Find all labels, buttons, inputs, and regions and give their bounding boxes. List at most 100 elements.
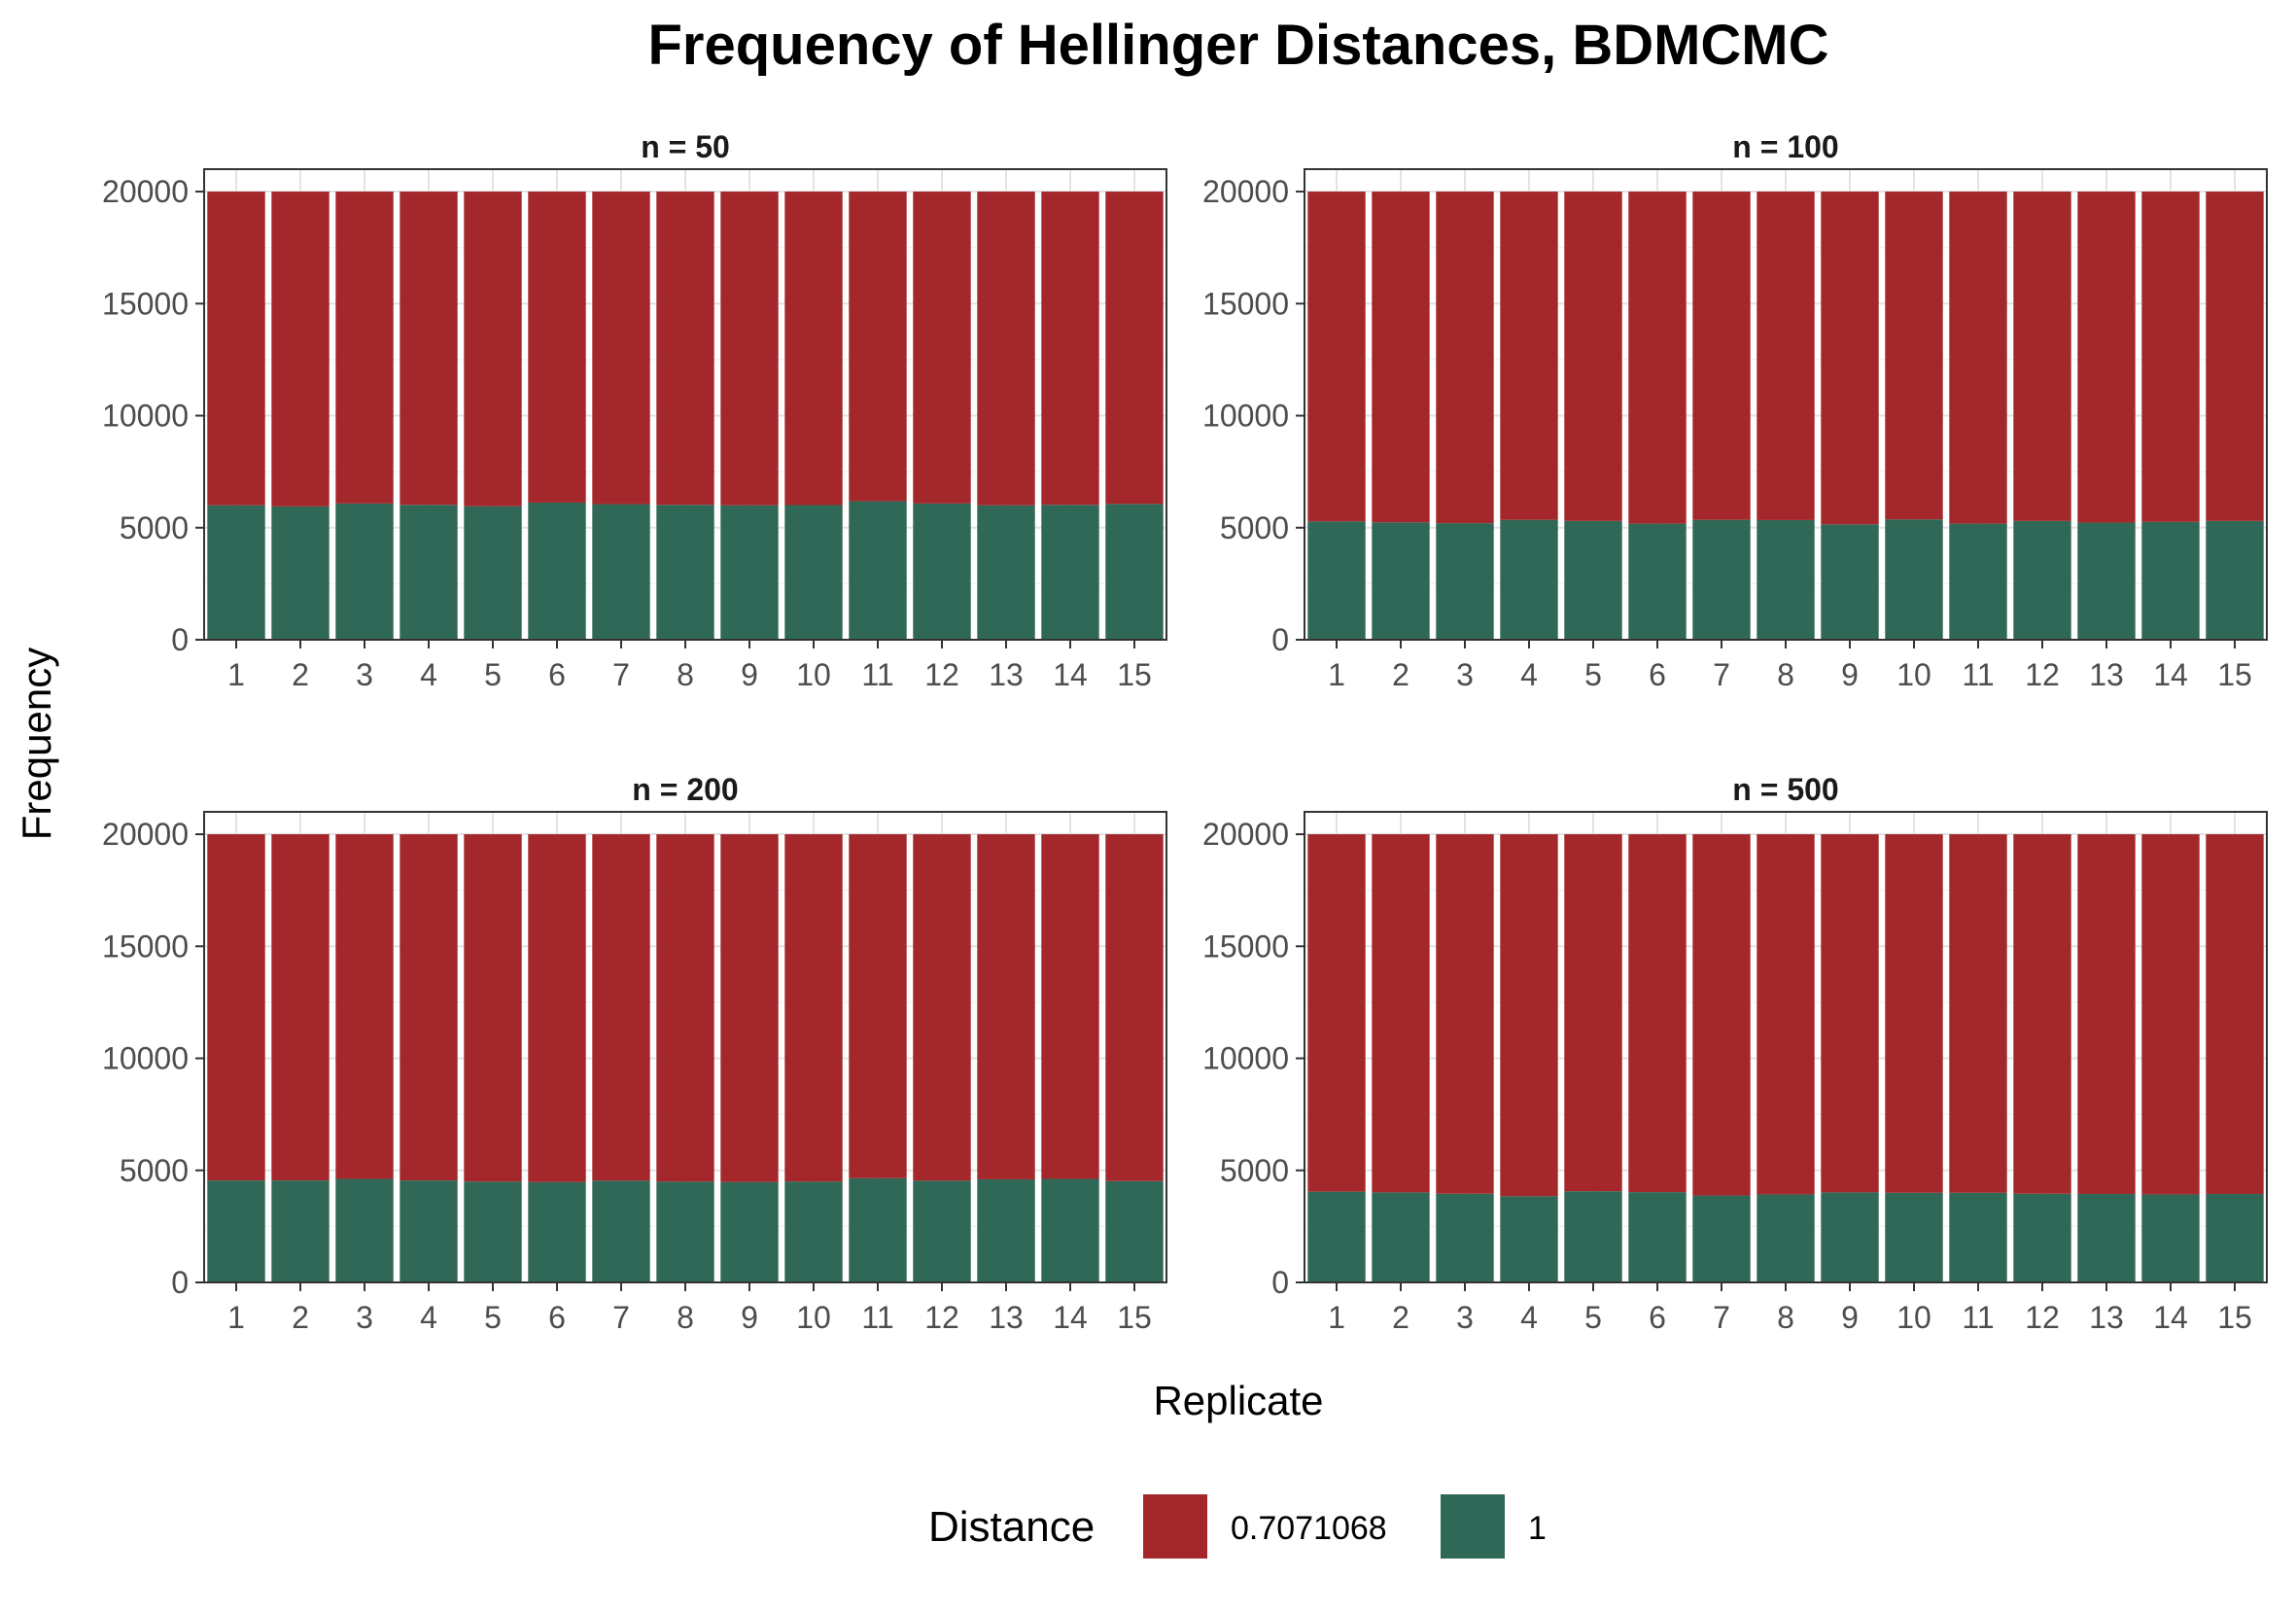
x-tick-label: 9 (1841, 1300, 1859, 1335)
x-tick-label: 5 (484, 657, 502, 692)
bar-segment (849, 192, 907, 502)
bar-segment (2077, 834, 2136, 1194)
y-axis-label: Frequency (14, 648, 59, 840)
legend-entry: 0.7071068 (1143, 1494, 1387, 1559)
bar-segment (913, 503, 971, 640)
bar-segment (400, 505, 458, 640)
bar-segment (1041, 834, 1099, 1179)
bar-segment (849, 834, 907, 1178)
bar-segment (528, 502, 586, 640)
x-tick-label: 10 (796, 1300, 831, 1335)
y-tick-label: 5000 (1220, 510, 1289, 545)
panel-title: n = 200 (632, 772, 738, 807)
bar-segment (1628, 523, 1687, 640)
x-tick-label: 3 (1456, 1300, 1474, 1335)
chart-title: Frequency of Hellinger Distances, BDMCMC (648, 14, 1829, 77)
bar-segment (977, 834, 1035, 1179)
x-tick-label: 12 (924, 1300, 959, 1335)
x-tick-label: 12 (2025, 1300, 2060, 1335)
x-tick-label: 11 (861, 1300, 893, 1335)
y-tick-label: 0 (1271, 622, 1289, 657)
bar-segment (1949, 523, 2007, 640)
bar-segment (464, 834, 522, 1182)
bar-segment (1307, 1191, 1366, 1282)
bar-segment (2206, 1193, 2264, 1282)
bar-segment (1628, 834, 1687, 1193)
bar-segment (528, 834, 586, 1182)
bar-segment (1628, 1192, 1687, 1282)
legend: Distance 0.7071068 1 (928, 1494, 1547, 1559)
bar-segment (1372, 834, 1430, 1193)
x-tick-label: 5 (1584, 1300, 1602, 1335)
x-tick-label: 3 (356, 657, 373, 692)
x-tick-label: 10 (1896, 1300, 1931, 1335)
panel-title: n = 500 (1732, 772, 1838, 807)
bar-segment (977, 505, 1035, 640)
bar-segment (592, 1180, 650, 1282)
y-tick-label: 10000 (102, 399, 189, 434)
x-tick-label: 13 (2089, 657, 2124, 692)
x-tick-label: 4 (420, 1300, 437, 1335)
bar-segment (1564, 1191, 1622, 1282)
x-tick-label: 9 (741, 1300, 758, 1335)
bar-segment (207, 834, 265, 1181)
x-tick-label: 13 (989, 1300, 1024, 1335)
bar-segment (1105, 834, 1164, 1181)
x-tick-label: 14 (2153, 657, 2188, 692)
bar-segment (2013, 192, 2071, 521)
bar-segment (1949, 1192, 2007, 1282)
bar-segment (2206, 520, 2264, 640)
x-tick-label: 9 (1841, 657, 1859, 692)
x-tick-label: 2 (292, 657, 309, 692)
bar-segment (271, 192, 330, 507)
bar-segment (1885, 834, 1943, 1193)
x-tick-label: 15 (1117, 657, 1152, 692)
bar-segment (1757, 834, 1815, 1195)
bar-segment (271, 506, 330, 640)
bar-segment (592, 192, 650, 505)
bar-segment (1041, 505, 1099, 640)
bar-segment (1564, 520, 1622, 640)
bar-segment (1757, 192, 1815, 520)
bar-segment (271, 834, 330, 1181)
bar-segment (400, 192, 458, 506)
bar-segment (1500, 1196, 1558, 1282)
x-tick-label: 5 (1584, 657, 1602, 692)
legend-label: 0.7071068 (1231, 1510, 1387, 1547)
y-tick-label: 15000 (102, 929, 189, 964)
bar-segment (1436, 1193, 1494, 1282)
bar-segment (1564, 834, 1622, 1192)
bar-segment (207, 505, 265, 640)
bar-segment (1821, 192, 1879, 525)
y-tick-label: 0 (171, 1265, 189, 1300)
bar-segment (1105, 192, 1164, 505)
bar-segment (1500, 519, 1558, 640)
x-tick-label: 1 (227, 1300, 245, 1335)
x-tick-label: 15 (2217, 1300, 2252, 1335)
panel-title: n = 100 (1732, 129, 1838, 164)
x-tick-label: 13 (989, 657, 1024, 692)
bar-segment (720, 1181, 779, 1282)
bar-segment (400, 834, 458, 1181)
bar-segment (2141, 1194, 2200, 1282)
bar-segment (207, 192, 265, 506)
bar-segment (1757, 519, 1815, 640)
bar-segment (1041, 192, 1099, 506)
bar-segment (913, 192, 971, 504)
x-tick-label: 12 (2025, 657, 2060, 692)
x-tick-label: 11 (1962, 1300, 1994, 1335)
bar-segment (2013, 1193, 2071, 1282)
x-tick-label: 2 (1392, 657, 1409, 692)
y-tick-label: 20000 (102, 817, 189, 852)
legend-entries: 0.7071068 1 (1143, 1494, 1547, 1559)
bar-segment (528, 192, 586, 503)
bar-segment (1757, 1194, 1815, 1282)
x-tick-label: 6 (1649, 1300, 1666, 1335)
x-tick-label: 15 (2217, 657, 2252, 692)
bar-segment (1692, 519, 1751, 640)
bar-segment (1500, 834, 1558, 1197)
bar-segment (1949, 192, 2007, 524)
y-tick-label: 0 (171, 622, 189, 657)
